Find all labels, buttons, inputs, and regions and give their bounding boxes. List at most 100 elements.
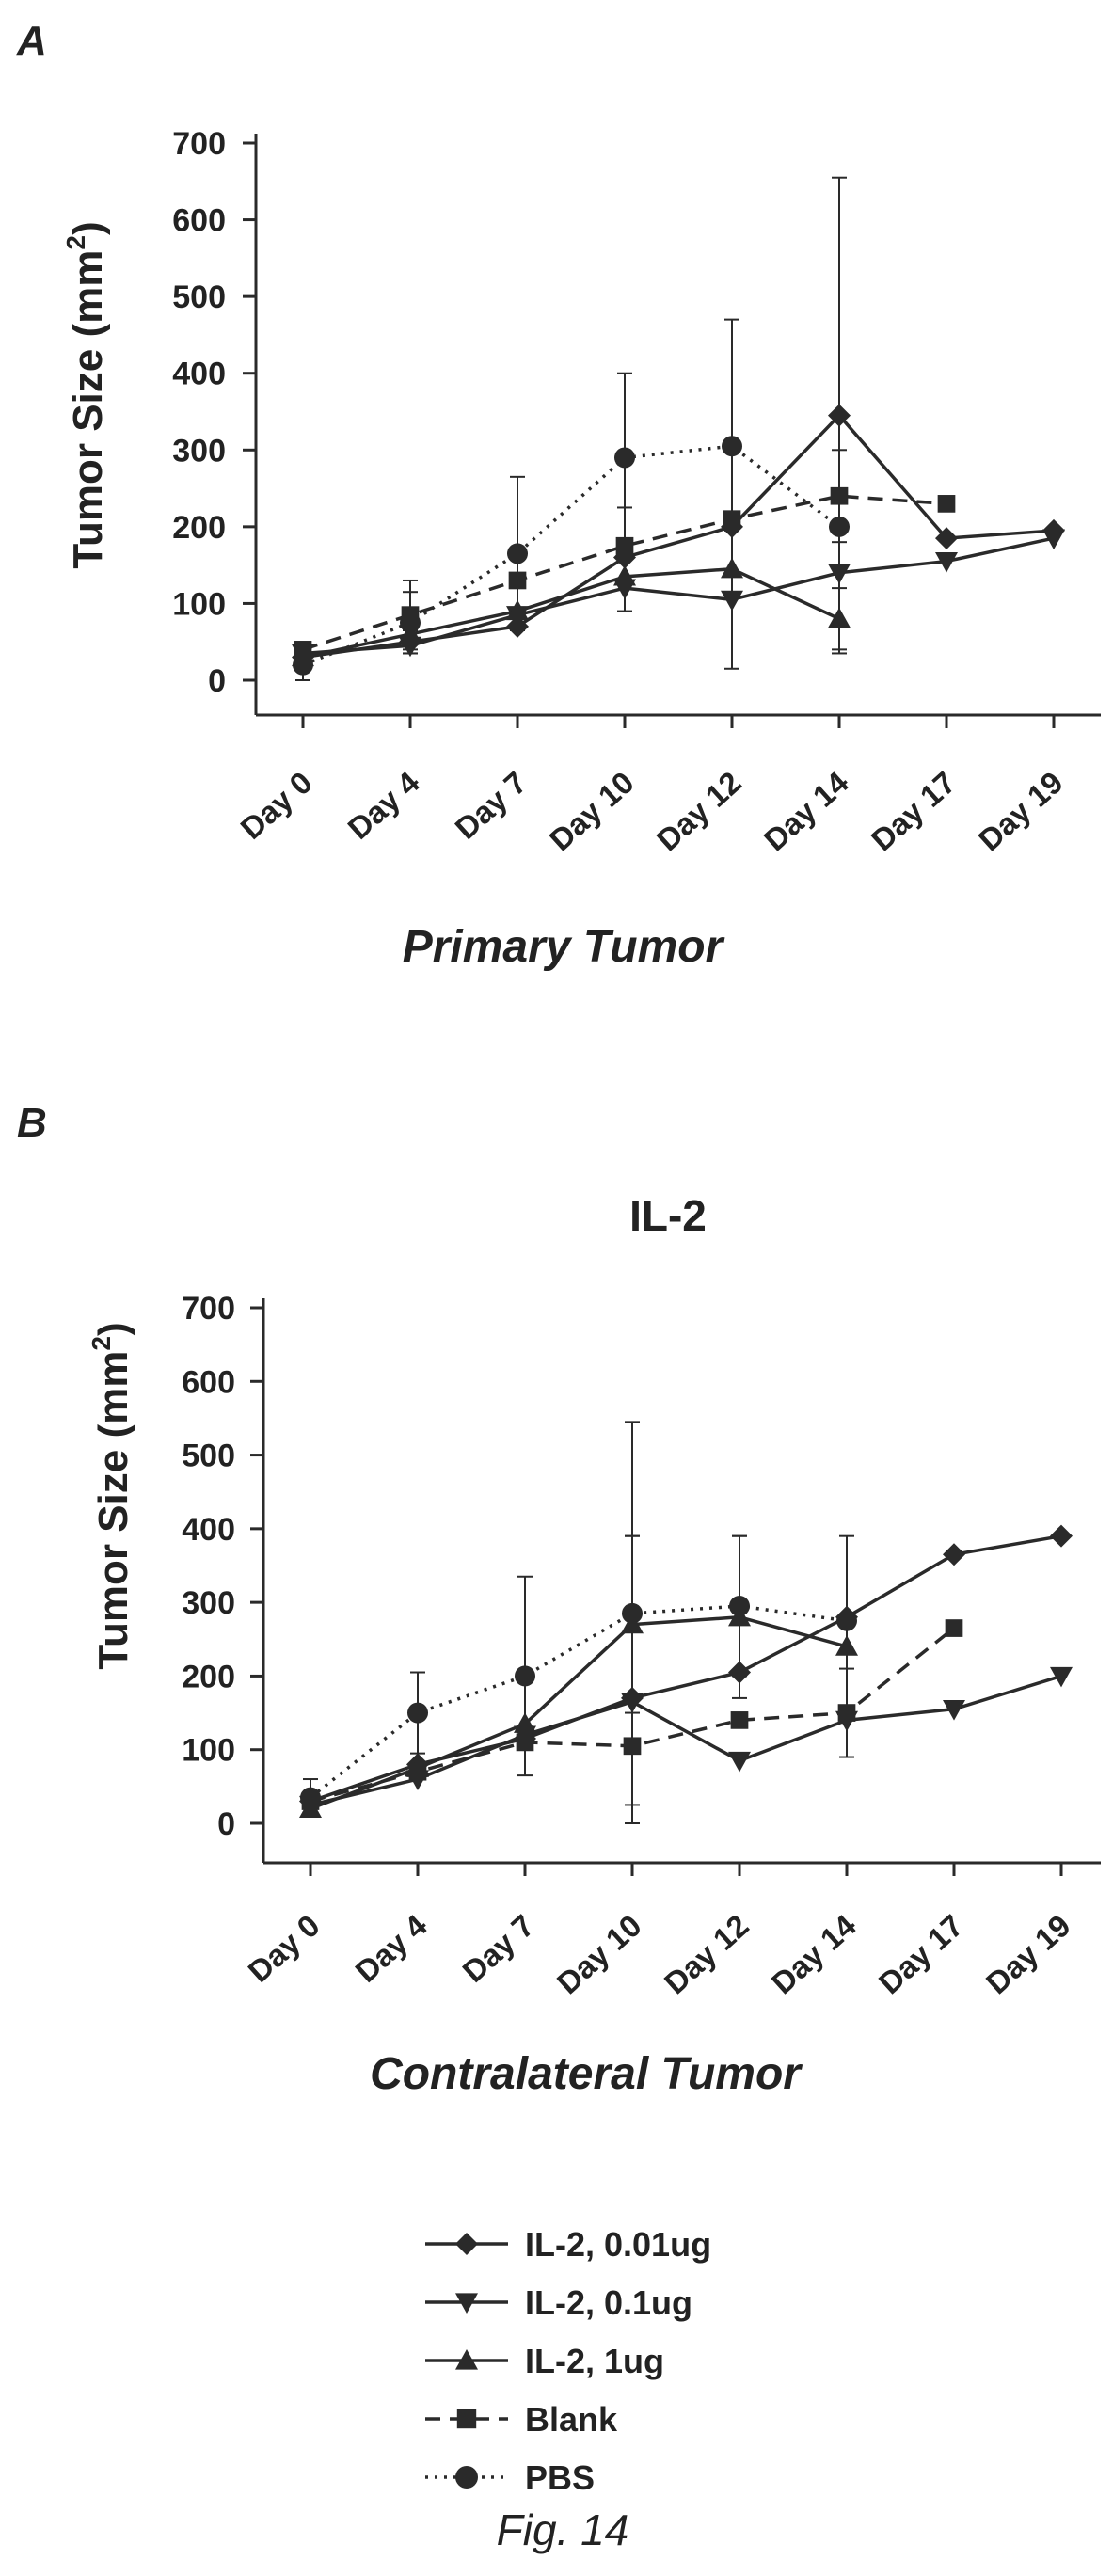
series-line xyxy=(302,444,841,667)
data-point xyxy=(945,1619,963,1637)
svg-text:Tumor Size (mm2): Tumor Size (mm2) xyxy=(87,1322,136,1669)
legend-item: IL-2, 0.1ug xyxy=(425,2283,692,2322)
legend-marker xyxy=(456,2409,477,2429)
panel-b-y-tick-label: 600 xyxy=(182,1364,235,1400)
data-point xyxy=(837,1704,856,1722)
panel-b-ylabel-sup: 2 xyxy=(87,1336,116,1351)
data-point xyxy=(408,1762,427,1781)
panel-a-series-5 xyxy=(293,318,850,681)
panel-a-y-tick-label: 200 xyxy=(172,510,226,546)
data-point xyxy=(937,495,956,513)
panel-a-y-tick-label: 100 xyxy=(172,586,226,622)
data-point xyxy=(1050,1524,1073,1548)
panel-a-x-tick-label: Day 10 xyxy=(543,765,641,858)
data-point xyxy=(828,607,851,628)
series-line xyxy=(310,1615,848,1810)
series-line xyxy=(310,1674,1062,1807)
data-point xyxy=(828,404,851,427)
panel-a-y-tick-label: 500 xyxy=(172,279,226,315)
panel-b-series-2 xyxy=(299,1666,1073,1817)
panel-b-y-tick-label: 200 xyxy=(182,1659,235,1694)
legend-label: Blank xyxy=(525,2400,618,2439)
data-point xyxy=(400,612,421,633)
legend-item: IL-2, 1ug xyxy=(425,2342,664,2380)
panel-a-x-tick-label: Day 4 xyxy=(341,764,426,846)
panel-a-ylabel-text: Tumor Size (mm xyxy=(65,250,111,569)
legend-label: PBS xyxy=(525,2458,595,2497)
data-point xyxy=(730,1711,749,1729)
panel-b-x-tick-label: Day 10 xyxy=(550,1908,648,2001)
data-point xyxy=(515,1665,535,1687)
panel-b-y-tick-label: 700 xyxy=(182,1291,235,1327)
panel-b-y-tick-label: 300 xyxy=(182,1585,235,1621)
panel-b-x-tick-label: Day 0 xyxy=(241,1908,326,1989)
panel-b-letter: B xyxy=(17,1100,47,1146)
data-point xyxy=(836,1610,857,1631)
panel-b-y-tick-label: 400 xyxy=(182,1512,235,1548)
panel-b-ylabel-text: Tumor Size (mm xyxy=(90,1351,136,1670)
panel-b-x-tick-label: Day 7 xyxy=(455,1908,540,1989)
figure-label: Fig. 14 xyxy=(497,2505,629,2554)
data-point xyxy=(729,1596,750,1617)
panel-b-series-5 xyxy=(300,1421,857,1818)
panel-a-y-tick-label: 400 xyxy=(172,357,226,392)
data-point xyxy=(293,654,313,676)
data-point xyxy=(614,447,635,469)
series-line xyxy=(302,566,840,660)
panel-b-y-tick-label: 100 xyxy=(182,1733,235,1769)
data-point xyxy=(407,1702,428,1724)
legend-marker xyxy=(455,2349,478,2370)
panel-b-y-tick-label: 0 xyxy=(217,1806,235,1842)
panel-b-x-tick-label: Day 19 xyxy=(979,1908,1077,2001)
legend-item: IL-2, 0.01ug xyxy=(425,2225,711,2264)
legend-marker xyxy=(455,2293,478,2314)
series-line xyxy=(309,1604,848,1799)
data-point xyxy=(722,436,742,457)
panel-a-y-tick-label: 0 xyxy=(208,663,226,699)
legend-item: PBS xyxy=(425,2458,595,2497)
panel-b-x-tick-label: Day 17 xyxy=(872,1908,970,2001)
data-point xyxy=(300,1787,321,1808)
legend-marker xyxy=(455,2233,478,2255)
panel-a-ylabel-sup: 2 xyxy=(61,235,90,250)
panel-a-y-tick-label: 600 xyxy=(172,203,226,239)
data-point xyxy=(935,527,958,550)
series-line xyxy=(302,536,1055,656)
panel-a-x-tick-label: Day 0 xyxy=(233,765,318,846)
panel-a-x-tick-label: Day 7 xyxy=(448,765,533,846)
data-point xyxy=(728,1751,751,1773)
panel-a-x-tick-label: Day 12 xyxy=(650,765,748,858)
panel-a-y-tick-label: 300 xyxy=(172,433,226,469)
panel-b-y-tick-label: 500 xyxy=(182,1439,235,1474)
svg-text:Tumor Size (mm2): Tumor Size (mm2) xyxy=(61,221,111,568)
panel-a-series-2 xyxy=(292,529,1065,670)
panel-b-ylabel: Tumor Size (mm2) xyxy=(87,1322,136,1669)
panel-b-caption: Contralateral Tumor xyxy=(370,2049,803,2099)
panel-a-ylabel: Tumor Size (mm2) xyxy=(61,221,111,568)
legend-label: IL-2, 0.1ug xyxy=(525,2283,692,2322)
legend-marker xyxy=(455,2466,478,2489)
data-point xyxy=(943,1700,965,1721)
data-point xyxy=(507,543,528,564)
panel-b-x-tick-label: Day 4 xyxy=(348,1907,434,1989)
data-point xyxy=(830,486,849,505)
panel-a-x-tick-label: Day 19 xyxy=(972,765,1070,858)
legend: IL-2, 0.01ug IL-2, 0.1ug IL-2, 1ug Blank PBS xyxy=(425,2225,711,2497)
data-point xyxy=(1050,1666,1073,1688)
legend-label: IL-2, 0.01ug xyxy=(525,2225,711,2264)
panel-a-ylabel-suffix: ) xyxy=(65,221,111,235)
legend-item: Blank xyxy=(425,2400,618,2439)
panel-a-caption: Primary Tumor xyxy=(403,922,725,972)
legend-label: IL-2, 1ug xyxy=(525,2342,664,2380)
panel-a-y-tick-label: 700 xyxy=(172,126,226,162)
panel-b-x-tick-label: Day 14 xyxy=(765,1907,863,2000)
data-point xyxy=(828,564,851,584)
panel-a-x-tick-label: Day 17 xyxy=(865,765,962,858)
data-point xyxy=(943,1543,965,1566)
panel-b-x-tick-label: Day 12 xyxy=(658,1908,755,2001)
data-point xyxy=(1042,529,1065,550)
panel-a-x-tick-label: Day 14 xyxy=(757,764,855,857)
